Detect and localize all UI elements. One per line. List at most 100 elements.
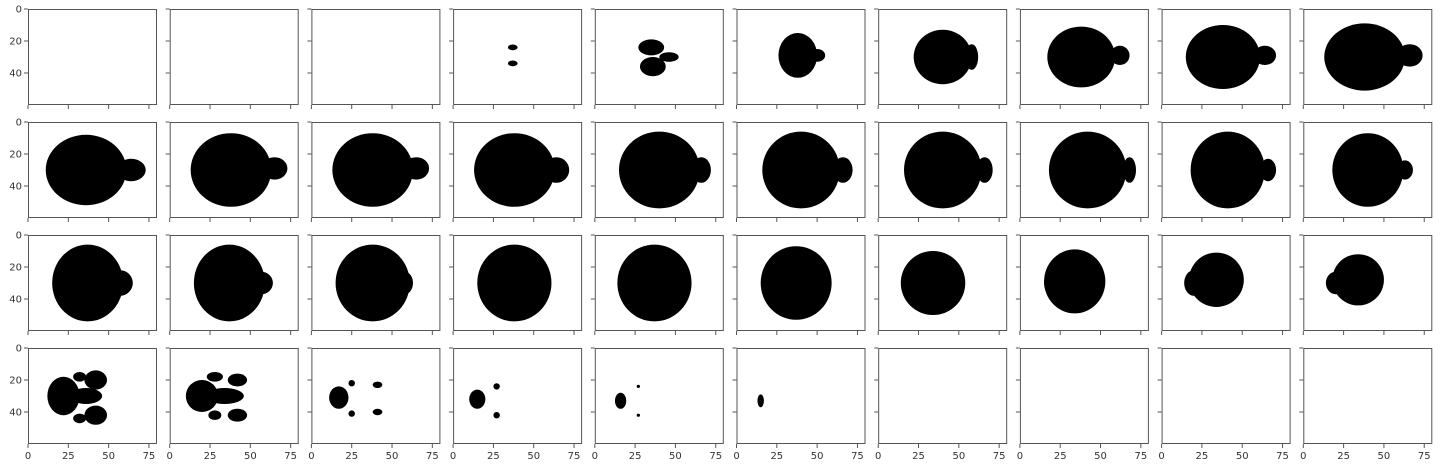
x-tick-label: 25 [487,451,500,462]
mask-blob [348,380,355,387]
x-tick-label: 0 [450,451,456,462]
panel-frame [736,122,866,218]
x-tick-label: 50 [1378,451,1391,462]
panel-frame [28,348,157,444]
panel-frame [594,122,724,218]
mask-blob [372,381,383,388]
panel-22 [307,234,441,335]
mask-blob [900,251,966,315]
panel-frame [169,348,299,444]
panel-2 [307,8,441,109]
x-tick-label: 0 [308,451,314,462]
panel-background [169,9,299,105]
mask-shapes [760,246,832,320]
x-tick-label: 75 [568,451,581,462]
panel-30: 0 25 50 75 0 20 40 [9,344,157,462]
panel-19 [1299,121,1433,222]
mask-shapes [477,244,552,322]
panel-28 [1157,234,1291,335]
panel-frame [878,122,1008,218]
mask-blob [474,133,555,207]
mask-blob [833,157,853,183]
mask-blob [1253,45,1277,65]
panel-background [594,348,724,444]
mask-blob [809,49,826,62]
panel-23 [449,234,583,335]
mask-blob [614,392,627,409]
panel-24 [590,234,724,335]
x-tick-label: 50 [102,451,115,462]
mask-shapes [618,131,711,209]
mask-blob [73,372,87,382]
mask-blob [1324,23,1405,91]
y-tick-label: 40 [9,295,22,306]
panel-32: 0 25 50 75 [307,347,441,462]
mask-blob [1048,131,1127,209]
panel-frame [311,348,441,444]
mask-blob [348,410,355,417]
mask-blob [396,271,413,295]
y-tick-label: 40 [9,69,22,80]
mask-blob [760,246,832,320]
panel-35: 0 25 50 75 [732,347,866,462]
panel-15 [732,121,866,222]
mask-blob [250,271,273,295]
mask-blob [84,370,108,390]
mask-blob [1259,158,1277,182]
mask-blob [332,133,413,207]
panel-33: 0 25 50 75 [449,347,583,462]
panel-frame [1019,235,1149,331]
x-tick-label: 25 [1054,451,1067,462]
panel-background [1019,348,1149,444]
panel-frame [1303,9,1433,105]
panel-27 [1015,234,1149,335]
panel-frame [594,235,724,331]
mask-shapes [47,370,108,425]
x-tick-label: 75 [284,451,297,462]
panel-frame [169,122,299,218]
mask-blob [1189,252,1244,307]
mask-blob [757,394,764,408]
mask-blob [691,157,711,183]
panel-frame [1019,348,1149,444]
panel-20: 0 20 40 [9,231,157,335]
mask-shapes [1332,133,1413,207]
y-tick-label: 40 [9,408,22,419]
mask-shapes [762,131,853,209]
panel-17 [1015,121,1149,222]
panel-frame [736,348,866,444]
mask-blob [617,244,692,322]
mask-blob [493,383,500,390]
x-tick-label: 0 [25,451,31,462]
y-tick-label: 0 [16,344,22,355]
y-tick-label: 0 [16,231,22,242]
mask-blob [636,413,640,417]
x-tick-label: 0 [1300,451,1306,462]
mask-blob [976,157,993,183]
mask-blob [193,244,265,322]
mask-blob [403,157,430,180]
panel-29 [1299,234,1433,335]
panel-frame [169,9,299,105]
mask-blob [636,384,640,388]
mask-blob [1184,270,1204,296]
x-tick-label: 50 [527,451,540,462]
panel-background [1303,348,1433,444]
panel-11 [165,121,299,222]
mask-blob [47,376,80,416]
panel-frame [453,9,583,105]
x-tick-label: 75 [851,451,864,462]
x-tick-label: 25 [629,451,642,462]
mask-shapes [45,134,146,206]
x-tick-label: 25 [62,451,75,462]
panel-14 [590,121,724,222]
mask-blob [45,134,127,206]
mask-blob [372,408,383,416]
panel-frame [1019,9,1149,105]
panel-5 [732,8,866,109]
panel-25 [732,234,866,335]
panel-10: 0 20 40 [9,118,157,222]
x-tick-label: 0 [167,451,173,462]
mask-shapes [1044,249,1106,314]
mask-shapes [335,244,413,322]
